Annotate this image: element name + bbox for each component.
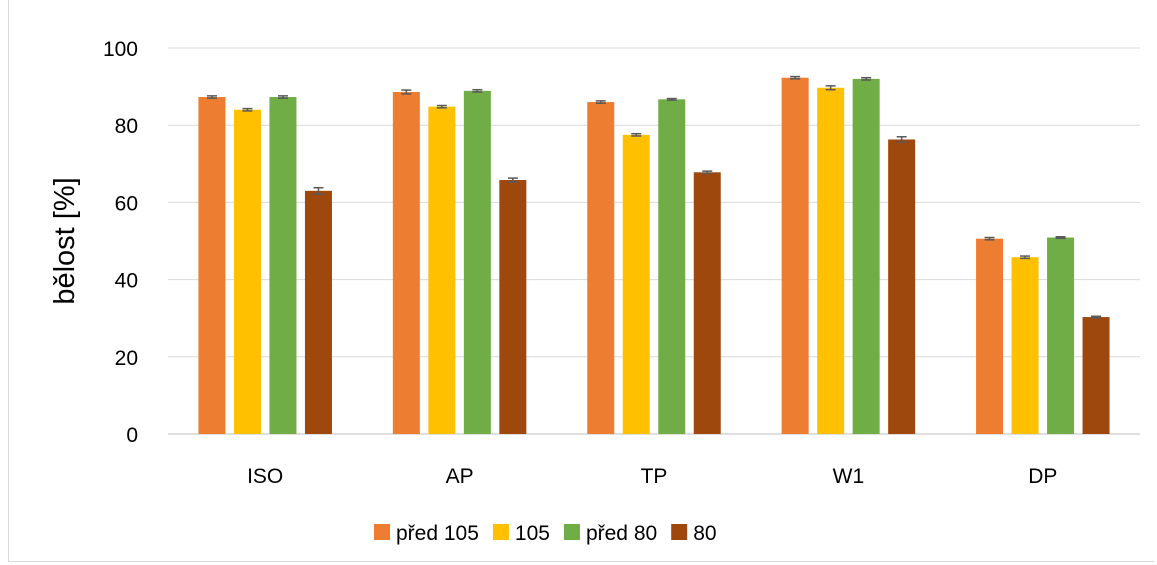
legend-label: 80 — [693, 522, 716, 545]
bar — [428, 106, 456, 434]
error-bar — [666, 97, 677, 101]
error-bar — [790, 75, 801, 80]
bar — [587, 102, 615, 434]
error-bar — [313, 186, 324, 195]
bar — [693, 172, 721, 435]
error-bar — [277, 95, 288, 99]
bar — [269, 97, 297, 434]
error-bar — [1091, 315, 1102, 319]
error-bar — [1055, 236, 1066, 240]
y-tick-label: 60 — [115, 192, 138, 215]
error-bar — [631, 132, 642, 137]
bar — [817, 87, 845, 435]
y-tick-label: 20 — [115, 347, 138, 370]
error-bar — [702, 170, 713, 175]
x-tick-label: TP — [641, 465, 668, 488]
bar — [852, 78, 880, 434]
y-tick-label: 0 — [126, 424, 138, 447]
legend-swatch — [492, 524, 509, 540]
bar — [781, 77, 809, 435]
chart-frame — [8, 0, 1154, 562]
bar — [976, 238, 1004, 434]
bars — [198, 77, 1110, 435]
bar — [1011, 257, 1039, 434]
bar — [1082, 317, 1110, 434]
bar — [233, 109, 261, 434]
y-tick-label: 100 — [103, 38, 138, 61]
legend-label: před 80 — [586, 522, 657, 545]
error-bar — [825, 85, 836, 91]
x-axis-tick-labels: ISO AP TP W1 DP — [247, 465, 1057, 488]
x-tick-label: AP — [446, 465, 474, 488]
bar — [392, 92, 420, 434]
bar — [1047, 237, 1075, 434]
bar — [622, 134, 650, 434]
y-axis-label: bělost [%] — [49, 177, 81, 304]
error-bars — [206, 75, 1102, 319]
error-bar — [436, 104, 447, 109]
error-bar — [595, 100, 606, 104]
bar — [304, 190, 332, 434]
legend: před 105 105 před 80 80 — [374, 522, 717, 545]
error-bar — [1020, 255, 1031, 260]
legend-label: 105 — [515, 522, 550, 545]
bar — [499, 180, 527, 434]
bar — [658, 99, 686, 434]
legend-swatch — [374, 524, 390, 540]
y-axis-tick-labels: 0 20 40 60 80 100 — [103, 38, 138, 447]
x-tick-label: W1 — [833, 465, 865, 488]
error-bar — [861, 76, 872, 81]
x-tick-label: DP — [1028, 465, 1057, 488]
error-bar — [984, 236, 995, 241]
y-tick-label: 80 — [115, 115, 138, 138]
legend-swatch — [671, 524, 688, 540]
legend-item: před 105 — [374, 522, 479, 545]
error-bar — [206, 95, 217, 99]
error-bar — [242, 107, 253, 112]
error-bar — [896, 136, 907, 143]
legend-swatch — [563, 524, 580, 540]
error-bar — [472, 88, 483, 93]
legend-item: před 80 — [563, 522, 657, 545]
error-bar — [507, 177, 518, 183]
legend-item: 80 — [671, 522, 717, 545]
y-tick-label: 40 — [115, 270, 138, 293]
bar — [463, 90, 491, 434]
bar — [888, 139, 916, 434]
x-tick-label: ISO — [247, 465, 283, 488]
legend-item: 105 — [492, 522, 550, 545]
error-bar — [401, 89, 412, 95]
legend-label: před 105 — [396, 522, 479, 545]
bar — [198, 97, 226, 434]
